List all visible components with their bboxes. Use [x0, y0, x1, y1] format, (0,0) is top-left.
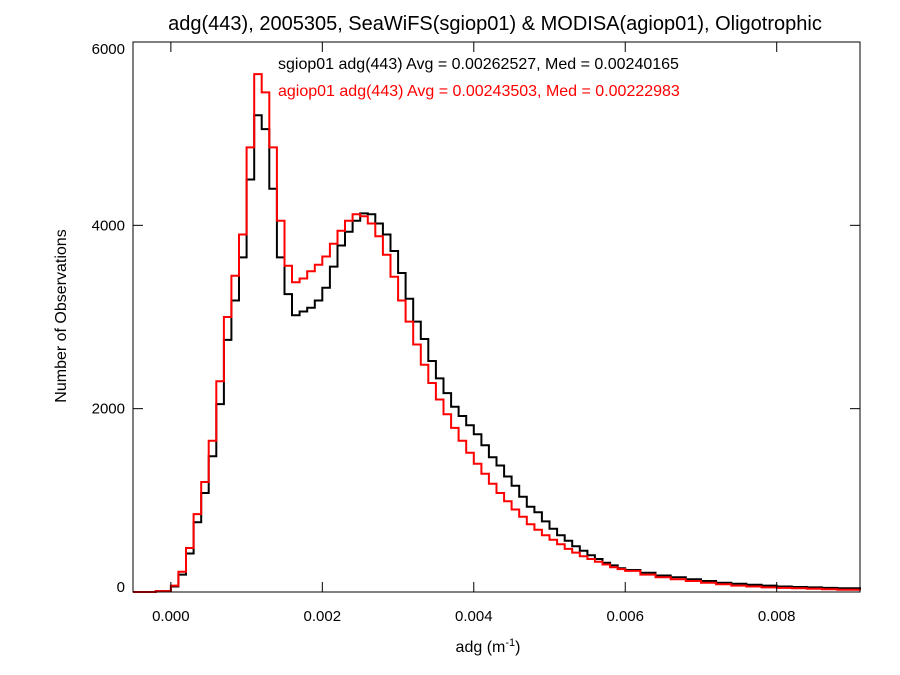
chart-title: adg(443), 2005305, SeaWiFS(sgiop01) & MO…	[168, 13, 822, 35]
x-axis-label: adg (m-1)	[456, 637, 521, 656]
legend: sgiop01 adg(443) Avg = 0.00262527, Med =…	[278, 56, 680, 100]
series-line-sgiop01	[133, 114, 861, 593]
y-axis: 0 2000 4000 6000	[92, 41, 860, 596]
series-line-agiop01	[133, 73, 861, 593]
y-tick-label: 6000	[92, 41, 125, 58]
x-tick-label: 0.000	[152, 608, 190, 625]
y-tick-label: 2000	[92, 401, 125, 418]
y-tick-label: 4000	[92, 217, 125, 234]
x-axis: 0.000 0.002 0.004 0.006 0.008	[152, 42, 795, 625]
y-axis-label: Number of Observations	[53, 229, 70, 402]
legend-entry-agiop01: agiop01 adg(443) Avg = 0.00243503, Med =…	[278, 83, 680, 100]
x-tick-label: 0.002	[304, 608, 342, 625]
x-tick-label: 0.008	[758, 608, 796, 625]
y-tick-label: 0	[117, 579, 125, 596]
x-tick-label: 0.004	[455, 608, 493, 625]
plot-area	[133, 73, 861, 593]
plot-frame	[132, 41, 861, 593]
x-tick-label: 0.006	[606, 608, 644, 625]
legend-entry-sgiop01: sgiop01 adg(443) Avg = 0.00262527, Med =…	[278, 56, 679, 73]
